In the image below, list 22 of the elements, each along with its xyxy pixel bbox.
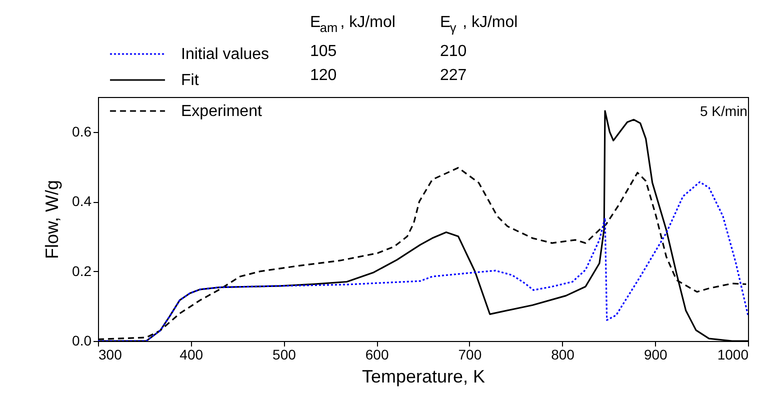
legend-label: Fit xyxy=(181,72,200,89)
x-tick-label: 300 xyxy=(98,346,122,362)
legend-label: Initial values xyxy=(181,46,270,63)
text: 227 xyxy=(440,67,467,84)
text: 210 xyxy=(440,43,467,60)
x-tick-label: 800 xyxy=(551,346,575,362)
x-axis-title: Temperature, K xyxy=(362,366,486,386)
y-tick-label: 0.2 xyxy=(72,262,92,279)
x-tick-label: 500 xyxy=(272,346,296,362)
text: 120 xyxy=(310,67,337,84)
y-tick-label: 0.0 xyxy=(72,332,92,348)
x-tick-label: 700 xyxy=(458,346,482,362)
text: 105 xyxy=(310,43,337,60)
x-tick-label: 900 xyxy=(644,346,668,362)
x-tick-label: 400 xyxy=(180,346,204,362)
y-tick-label: 0.6 xyxy=(72,123,92,140)
x-tick-label: 1000 xyxy=(717,346,749,362)
y-tick-label: 0.4 xyxy=(72,193,92,210)
legend-label: Experiment xyxy=(181,103,262,120)
y-axis-title: Flow, W/g xyxy=(42,180,62,260)
x-tick-label: 600 xyxy=(365,346,389,362)
annotation: 5 K/min xyxy=(700,103,748,119)
